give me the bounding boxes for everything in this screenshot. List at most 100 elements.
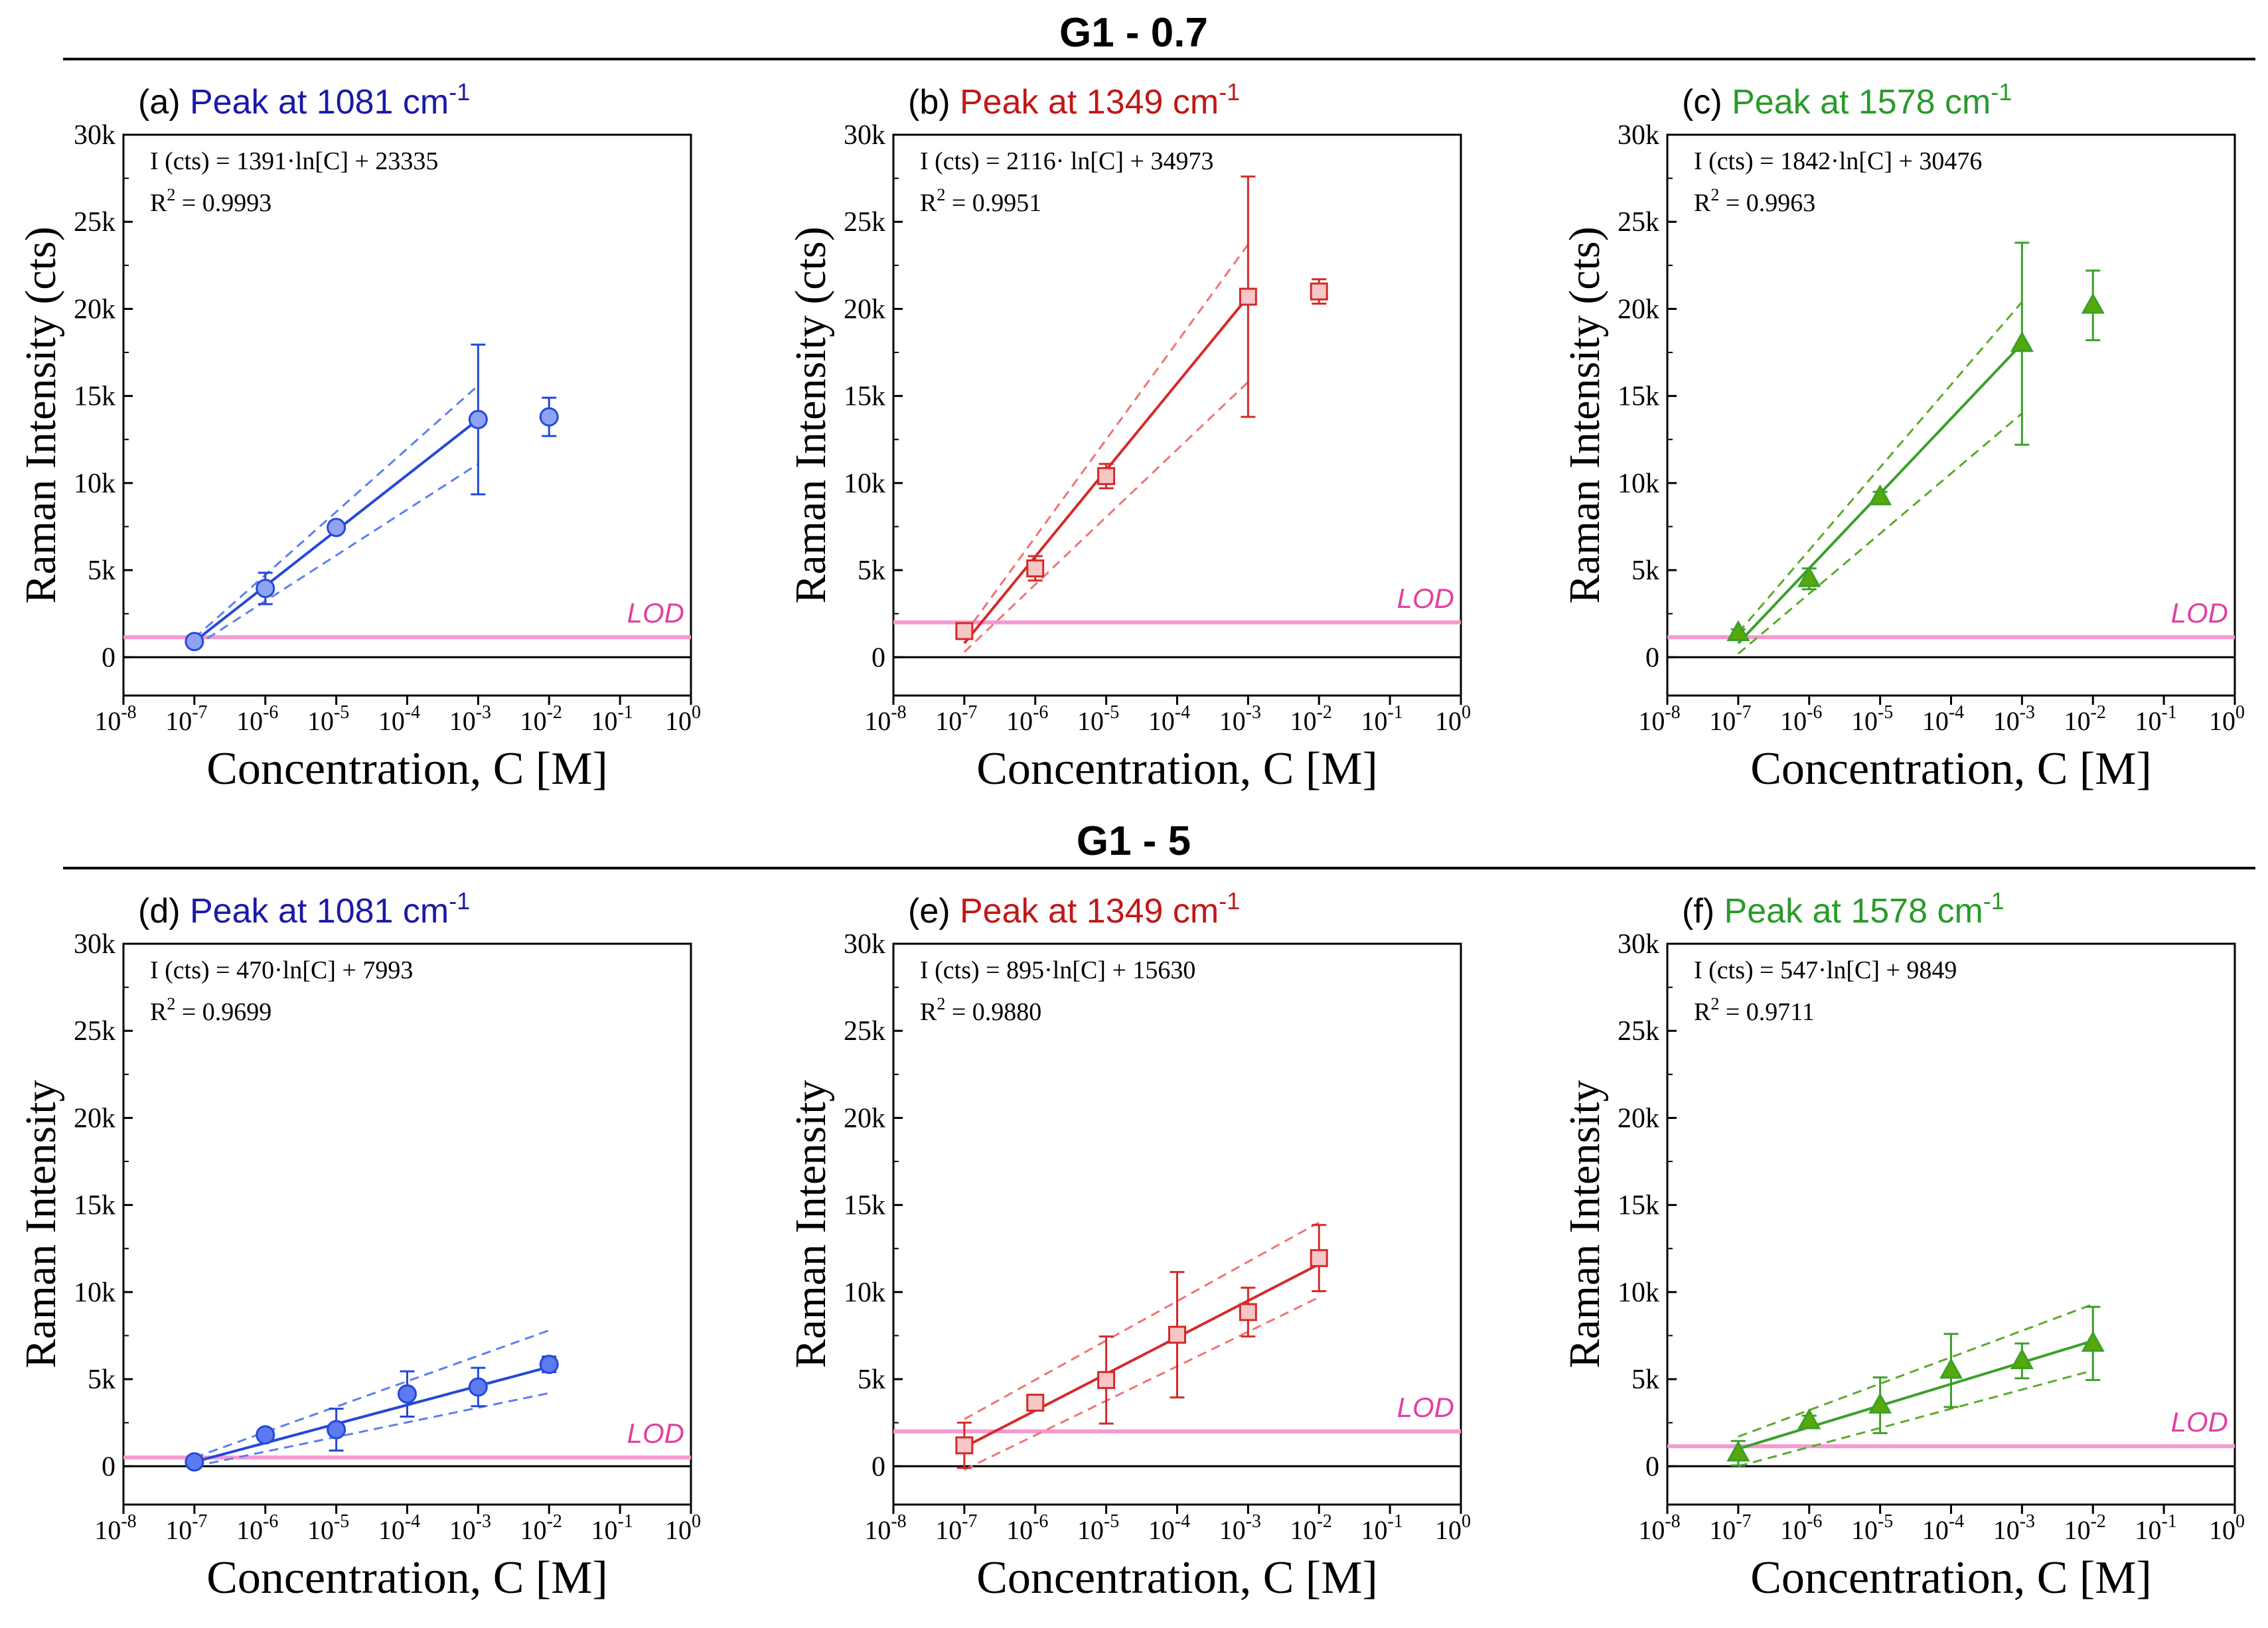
y-tick-label: 0 [102,1451,115,1482]
data-point [1726,1440,1750,1462]
data-point [2010,1348,2034,1370]
panel-peak-title: Peak at 1578 cm [1724,892,1983,930]
r-squared: R2 = 0.9699 [150,994,271,1026]
x-tick-label: 10-3 [1993,702,2035,736]
x-tick-label: 10-8 [1638,702,1680,736]
x-axis-label: Concentration, C [M] [976,743,1378,794]
panel-title: (f) Peak at 1578 cm-1 [1682,887,2004,930]
y-tick-label: 5k [88,555,115,586]
chart-panel-d: 0 5k 10k 15k 20k 25k 30k 10-8 10-7 10-6 10-5 10-4 10… [17,887,701,1603]
y-tick-label: 25k [74,207,115,238]
y-tick-label: 15k [844,1191,885,1221]
panel-title-sup: -1 [1219,887,1240,915]
y-axis-label: Raman Intensity [17,1080,65,1368]
x-tick-label: 100 [665,1511,701,1545]
y-tick-label: 0 [1645,642,1659,673]
lod-label: LOD [2171,597,2228,629]
y-tick-label: 5k [858,1365,885,1395]
panel-label: (a) [138,83,190,121]
data-point [1726,620,1750,642]
y-tick-label: 20k [1618,1103,1659,1134]
x-tick-label: 10-8 [94,1511,136,1545]
y-axis-label: Raman Intensity (cts) [1560,226,1609,603]
y-tick-label: 5k [1631,555,1659,586]
data-point [539,1355,559,1374]
data-point [398,1384,417,1404]
x-tick-label: 10-6 [1006,1511,1048,1545]
data-point [1868,1392,1892,1414]
x-tick-label: 10-5 [1077,1511,1119,1545]
data-point [327,518,346,538]
x-tick-label: 10-3 [1219,1511,1261,1545]
data-point [1168,1325,1186,1344]
data-point [468,1377,488,1397]
plot-frame [892,942,1462,1506]
lod-label: LOD [627,1418,684,1449]
x-tick-label: 100 [665,702,701,736]
y-tick-label: 30k [74,929,115,960]
data-point [539,407,559,427]
confidence-lower [1738,1369,2093,1467]
x-tick-label: 10-4 [378,1511,420,1545]
panel-peak-title: Peak at 1578 cm [1732,83,1991,121]
r-squared: R2 = 0.9951 [920,185,1041,217]
y-tick-label: 20k [74,294,115,325]
data-point [1026,559,1045,577]
y-tick-label: 25k [844,1016,885,1047]
x-tick-label: 10-2 [520,702,562,736]
confidence-lower [964,1296,1320,1471]
x-axis-label: Concentration, C [M] [1750,743,2152,794]
x-tick-label: 10-1 [2135,702,2176,736]
fit-equation: I (cts) = 547·ln[C] + 9849 [1694,956,1957,984]
x-tick-label: 10-2 [2064,702,2106,736]
y-tick-label: 15k [1618,382,1659,412]
confidence-upper [193,384,479,639]
chart-panel-b: 0 5k 10k 15k 20k 25k 30k 10-8 10-7 10-6 10-5 10-4 10… [787,78,1471,794]
x-tick-label: 10-5 [1851,702,1893,736]
x-tick-label: 10-2 [520,1511,562,1545]
data-point [1939,1357,1963,1379]
x-tick-label: 10-1 [1361,702,1402,736]
y-tick-label: 15k [1618,1191,1659,1221]
x-tick-label: 100 [1435,702,1471,736]
group-title-2: G1 - 5 [1077,818,1191,864]
y-tick-label: 10k [844,1278,885,1308]
y-tick-label: 10k [844,469,885,499]
y-tick-label: 20k [1618,294,1659,325]
x-tick-label: 10-7 [165,702,207,736]
y-tick-label: 0 [102,642,115,673]
x-tick-label: 10-4 [378,702,420,736]
plot-frame [1666,942,2236,1506]
confidence-upper [1738,1303,2093,1438]
y-tick-label: 5k [858,555,885,586]
data-point [1797,566,1821,587]
y-tick-label: 25k [1618,1016,1659,1047]
x-tick-label: 10-4 [1148,1511,1190,1545]
panel-label: (b) [908,83,960,121]
panel-title: (e) Peak at 1349 cm-1 [908,887,1240,930]
panel-title-sup: -1 [449,887,470,915]
x-tick-label: 10-4 [1922,1511,1964,1545]
x-axis-label: Concentration, C [M] [206,1552,608,1603]
plot-frame [122,133,692,697]
data-point [2081,1331,2105,1352]
x-tick-label: 10-1 [1361,1511,1402,1545]
y-tick-label: 25k [844,207,885,238]
panel-label: (d) [138,892,190,930]
panel-title-sup: -1 [449,78,470,106]
confidence-lower [963,381,1249,653]
x-tick-label: 10-5 [1077,702,1119,736]
fit-equation: I (cts) = 470·ln[C] + 7993 [150,956,413,984]
data-point [955,622,974,640]
x-tick-label: 10-1 [591,1511,633,1545]
panel-title-sup: -1 [1219,78,1240,106]
lod-label: LOD [627,597,684,629]
fit-equation: I (cts) = 2116· ln[C] + 34973 [920,147,1214,175]
lod-label: LOD [2171,1406,2228,1438]
group-title-1: G1 - 0.7 [1059,10,1208,56]
confidence-lower [1737,412,2023,655]
data-point [1097,467,1116,485]
x-tick-label: 10-1 [2135,1511,2176,1545]
x-tick-label: 10-8 [864,702,906,736]
